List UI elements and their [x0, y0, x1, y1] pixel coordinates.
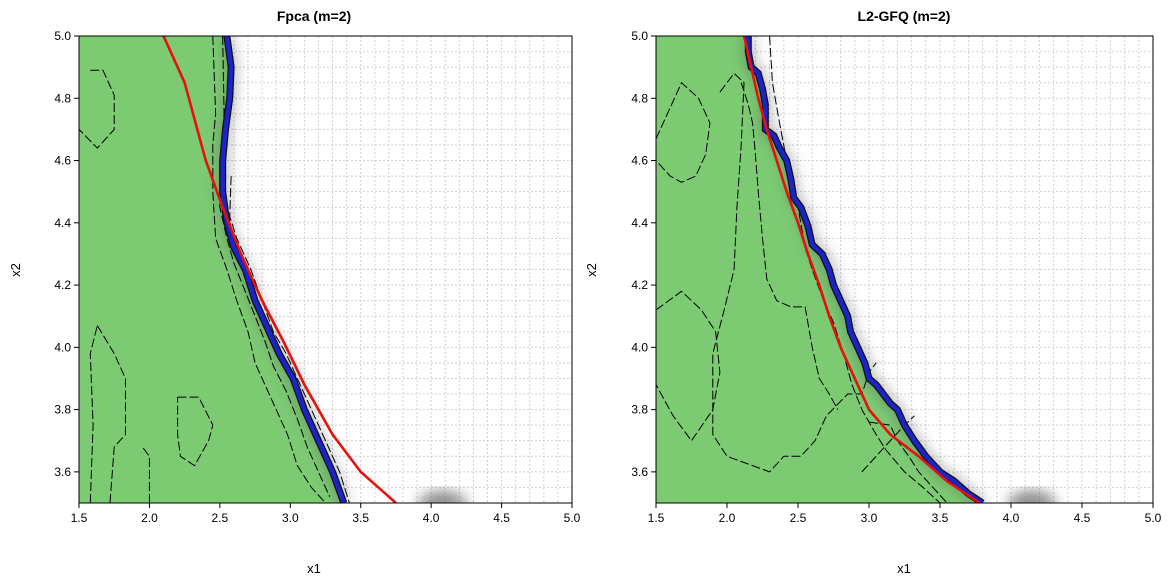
- chart-panel-l2-gfq: 1.5 2.0 2.5 3.0 3.5 4.0 4.5 5.0 3.6 3.8 4.0 4.2 4.4 4…: [584, 8, 1162, 576]
- y-tick-label: 5.0: [54, 29, 71, 43]
- contour-line: [868, 421, 948, 503]
- contour-line: [141, 446, 150, 503]
- contour-line: [212, 36, 326, 503]
- y-tick-label: 4.4: [631, 216, 648, 230]
- plot-frame: [78, 35, 573, 504]
- y-tick-label: 5.0: [631, 29, 648, 43]
- plot-content: [79, 36, 471, 503]
- contour-line: [769, 36, 941, 503]
- x-tick-label: 3.0: [282, 511, 299, 525]
- x-tick-label: 1.5: [648, 511, 665, 525]
- y-tick-label: 4.2: [631, 278, 648, 292]
- contour-line: [740, 82, 839, 410]
- decision-region: [656, 36, 983, 503]
- plot-frame: [655, 35, 1154, 504]
- density-shade: [426, 491, 471, 503]
- plot-content: [656, 36, 1059, 503]
- y-tick-label: 3.6: [54, 465, 71, 479]
- x-tick-label: 4.0: [1003, 511, 1020, 525]
- contour-line: [79, 69, 115, 149]
- x-tick-label: 4.0: [423, 511, 440, 525]
- plot-area: 1.5 2.0 2.5 3.0 3.5 4.0 4.5 5.0 3.6 3.8 4.0 4.2 4.4 4…: [631, 29, 1161, 525]
- y-tick-label: 3.6: [631, 465, 648, 479]
- true-boundary: [742, 36, 981, 503]
- x-axis-label: x1: [897, 561, 911, 576]
- x-tick-label: 2.5: [212, 511, 229, 525]
- contour-line: [861, 415, 915, 473]
- estimated-boundary: [220, 36, 346, 503]
- x-tick-label: 2.0: [719, 511, 736, 525]
- x-tick-label: 3.0: [861, 511, 878, 525]
- x-tick-label: 4.5: [493, 511, 510, 525]
- y-tick-label: 4.2: [54, 278, 71, 292]
- y-tick-label: 4.6: [54, 154, 71, 168]
- x-tick-label: 5.0: [564, 511, 581, 525]
- contour-line: [229, 176, 350, 503]
- x-tick-label: 1.5: [71, 511, 88, 525]
- x-axis-label: x1: [307, 561, 321, 576]
- x-tick-label: 3.5: [932, 511, 949, 525]
- density-shade: [1014, 491, 1059, 503]
- contour-line: [89, 325, 98, 503]
- y-tick-label: 4.4: [54, 216, 71, 230]
- y-tick-label: 4.8: [54, 91, 71, 105]
- y-axis-label: x2: [8, 263, 23, 277]
- y-axis-label: x2: [584, 263, 599, 277]
- contour-line: [96, 325, 126, 503]
- y-tick-label: 4.8: [631, 91, 648, 105]
- x-tick-label: 4.5: [1074, 511, 1091, 525]
- contour-line: [656, 290, 721, 442]
- chart-title: L2-GFQ (m=2): [858, 8, 951, 24]
- x-tick-label: 3.5: [352, 511, 369, 525]
- true-boundary: [162, 36, 397, 503]
- contour-line: [712, 72, 877, 473]
- chart-panel-fpca: 1.5 2.0 2.5 3.0 3.5 4.0 4.5 5.0 3.6 3.8 4.0 4.2 4.4 4…: [8, 8, 581, 576]
- y-tick-label: 4.0: [54, 340, 71, 354]
- x-tick-label: 2.5: [790, 511, 807, 525]
- decision-region: [79, 36, 344, 503]
- y-tick-label: 4.6: [631, 154, 648, 168]
- x-tick-label: 5.0: [1145, 511, 1162, 525]
- chart-title: Fpca (m=2): [277, 8, 351, 24]
- plot-area: 1.5 2.0 2.5 3.0 3.5 4.0 4.5 5.0 3.6 3.8 4.0 4.2 4.4 4…: [54, 29, 580, 525]
- x-tick-label: 2.0: [141, 511, 158, 525]
- y-tick-label: 3.8: [54, 403, 71, 417]
- y-tick-label: 4.0: [631, 340, 648, 354]
- contour-line: [177, 396, 214, 467]
- y-tick-label: 3.8: [631, 403, 648, 417]
